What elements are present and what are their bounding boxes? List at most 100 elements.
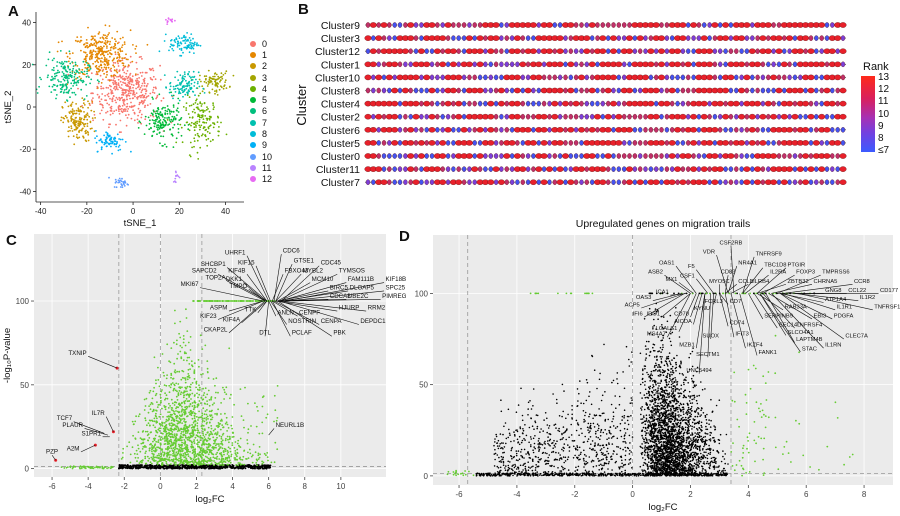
- tsne-point: [106, 73, 108, 76]
- rank-dot: [525, 179, 531, 185]
- tsne-point: [117, 181, 120, 184]
- volcano-c-point: [202, 466, 205, 469]
- volcano-c-point: [179, 336, 182, 339]
- volcano-c-point: [182, 409, 185, 411]
- volcano-c-point: [208, 465, 211, 468]
- tsne-point: [182, 40, 185, 42]
- volcano-c-point: [228, 438, 231, 441]
- volcano-c-point: [179, 456, 182, 459]
- tsne-point: [160, 135, 162, 138]
- rank-dot: [401, 48, 409, 54]
- tsne-point: [113, 45, 115, 48]
- tsne-point: [82, 60, 85, 63]
- tsne-point: [72, 65, 75, 67]
- rank-dot: [375, 166, 383, 172]
- rank-dot: [407, 22, 415, 28]
- volcano-c-point: [220, 453, 223, 456]
- tsne-point: [215, 91, 218, 93]
- rank-dot: [819, 48, 824, 54]
- tsne-point: [193, 85, 196, 87]
- tsne-point: [164, 113, 167, 116]
- volcano-c-point: [199, 435, 202, 437]
- tsne-point: [122, 89, 125, 91]
- rank-dot: [493, 100, 499, 107]
- volcano-c-point: [184, 436, 187, 439]
- tsne-point: [60, 62, 62, 65]
- tsne-point: [185, 79, 187, 82]
- tsne-point: [65, 70, 68, 73]
- tsne-point: [127, 58, 129, 61]
- tsne-point: [99, 37, 102, 39]
- volcano-c-point: [224, 422, 227, 425]
- tsne-point: [117, 53, 120, 55]
- rank-dot: [616, 35, 621, 41]
- volcano-c-point: [166, 448, 169, 450]
- volcano-c-point: [169, 422, 171, 425]
- rank-dot: [573, 22, 579, 28]
- volcano-c-point: [202, 430, 204, 433]
- tsne-point: [127, 92, 130, 95]
- rank-dot: [376, 48, 381, 54]
- volcano-c-point: [263, 464, 266, 467]
- rank-dot: [595, 61, 600, 68]
- tsne-point: [206, 119, 209, 121]
- rank-dot: [524, 87, 532, 94]
- rank-dot: [780, 61, 788, 68]
- tsne-point: [145, 71, 148, 74]
- rank-dot: [696, 127, 702, 133]
- volcano-c-point: [231, 444, 234, 447]
- tsne-point: [87, 100, 89, 103]
- tsne-point: [212, 126, 215, 129]
- volcano-c-point: [145, 462, 148, 465]
- rank-dot: [451, 140, 456, 146]
- volcano-c-point: [189, 336, 192, 338]
- volcano-c-point: [208, 410, 211, 413]
- rank-dot: [626, 179, 633, 185]
- volcano-c-point: [123, 466, 125, 469]
- volcano-c-point: [181, 346, 183, 349]
- volcano-c-point: [175, 419, 178, 422]
- volcano-c-point: [144, 452, 147, 454]
- rank-row-label: Cluster5: [321, 138, 360, 150]
- volcano-c-point: [173, 462, 176, 465]
- volcano-c-point: [208, 399, 211, 401]
- tsne-point: [201, 90, 204, 93]
- volcano-c-point: [171, 382, 174, 384]
- tsne-point: [110, 145, 112, 148]
- rank-dot: [472, 179, 477, 185]
- rank-dot: [563, 61, 568, 68]
- tsne-point: [85, 61, 88, 64]
- tsne-point: [109, 40, 111, 43]
- volcano-c-point: [157, 428, 160, 431]
- rank-dot: [798, 179, 803, 185]
- rank-dotplot: ClusterCluster9Cluster3Cluster12Cluster1…: [294, 20, 847, 189]
- tsne-point: [181, 89, 184, 92]
- volcano-c-point: [151, 450, 153, 453]
- rank-dot: [814, 87, 819, 94]
- volcano-c-point: [163, 451, 166, 454]
- volcano-c-point: [155, 415, 158, 418]
- volcano-c-point: [201, 417, 204, 420]
- volcano-c-point: [181, 386, 183, 389]
- rank-dot: [652, 113, 660, 120]
- tsne-point: [70, 82, 73, 85]
- tsne-point: [192, 44, 195, 47]
- rank-dot: [499, 140, 504, 146]
- volcano-c-point: [166, 397, 169, 400]
- tsne-legend-swatch: [250, 119, 256, 126]
- volcano-c-point: [230, 424, 233, 427]
- tsne-point: [108, 176, 110, 179]
- tsne-point: [132, 97, 135, 100]
- rank-dot: [627, 113, 632, 120]
- rank-dot: [465, 153, 473, 159]
- rank-dot: [622, 74, 627, 81]
- rank-dot: [476, 35, 484, 41]
- tsne-point: [177, 111, 180, 113]
- volcano-c-point: [178, 414, 181, 417]
- rank-dot: [504, 61, 509, 68]
- rank-dot: [728, 48, 734, 54]
- rank-dot: [483, 35, 488, 41]
- rank-dot: [578, 74, 585, 81]
- volcano-c-point: [176, 453, 179, 456]
- tsne-point: [194, 134, 197, 136]
